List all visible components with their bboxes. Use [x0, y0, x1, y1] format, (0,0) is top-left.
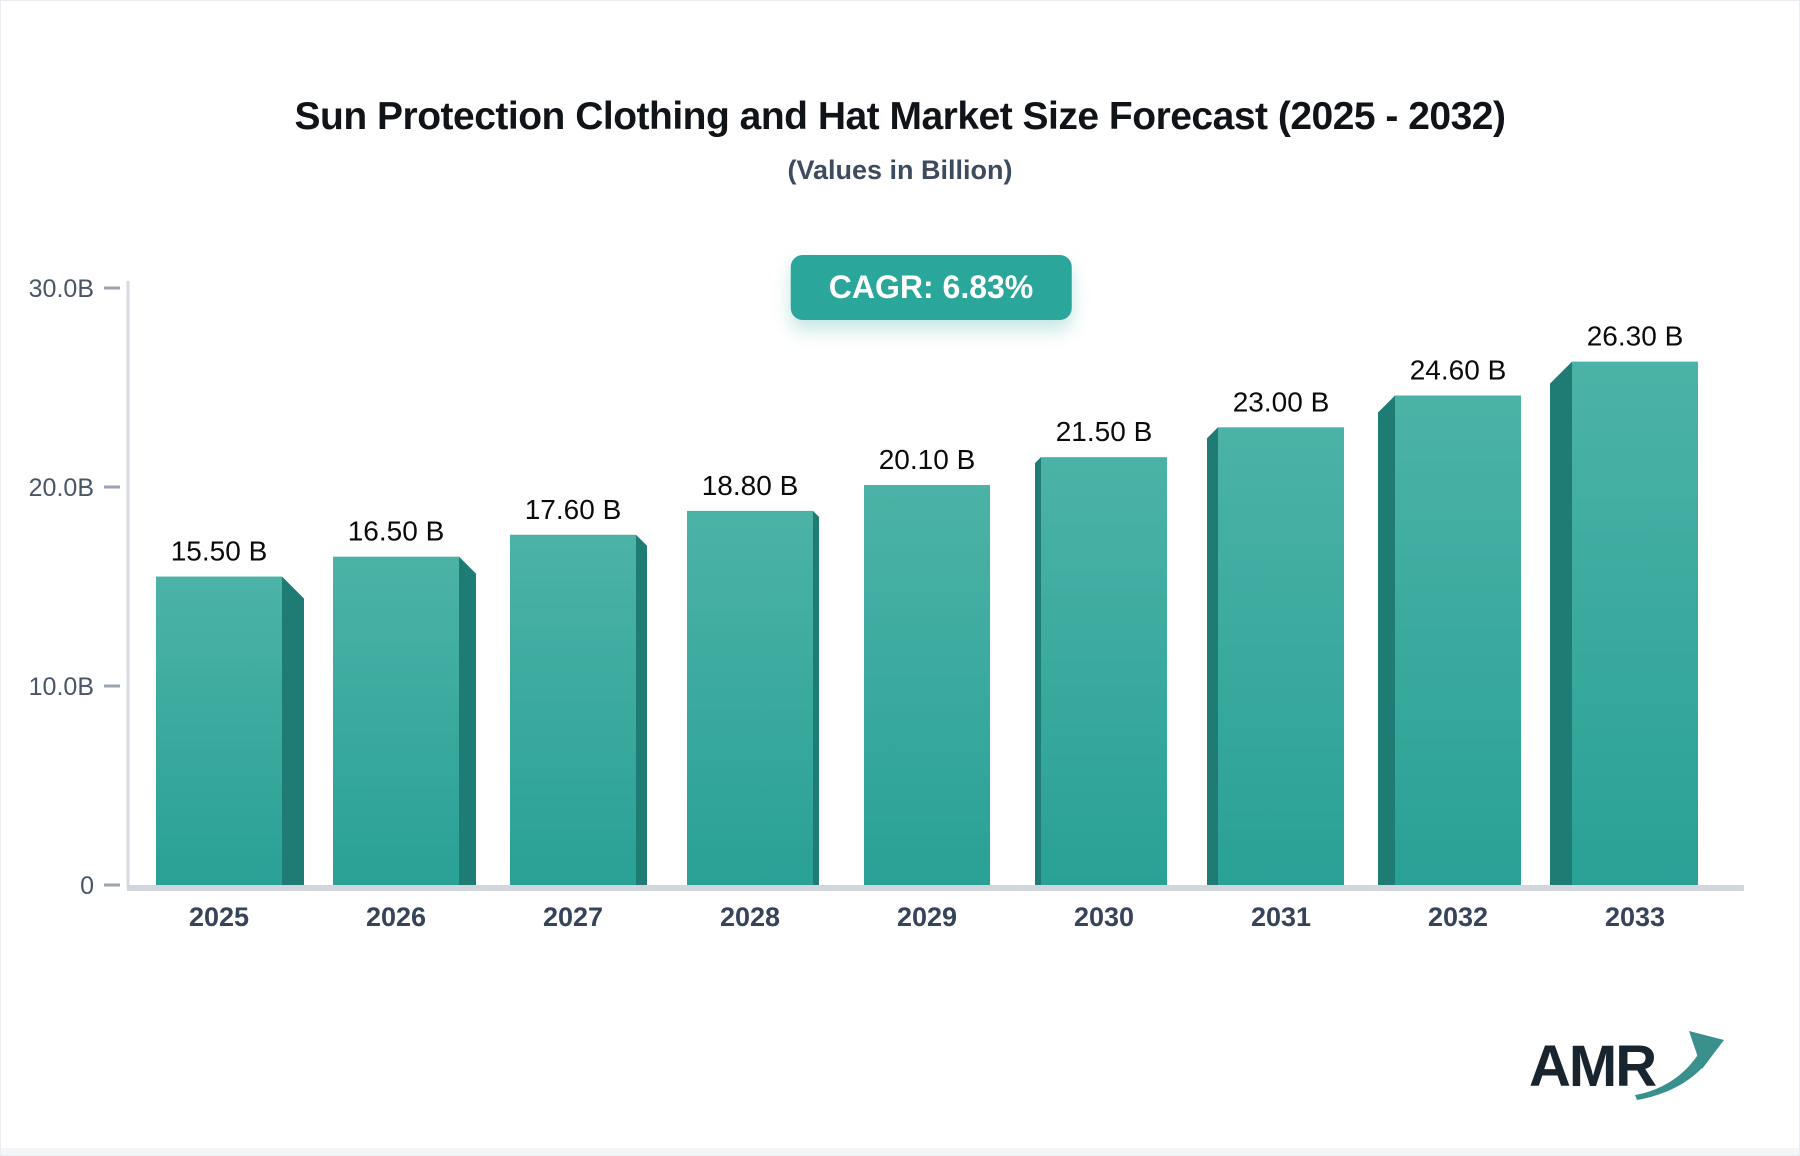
bar-value-label: 17.60 B: [525, 494, 622, 525]
bar-side-face: [282, 576, 304, 885]
bar-2030: 21.50 B 2030: [1035, 416, 1167, 932]
x-axis-label: 2029: [897, 902, 957, 932]
bar-front-face: [1572, 361, 1698, 885]
growth-arrow-icon: [1635, 1031, 1724, 1100]
bar-front-face: [1395, 395, 1521, 885]
bar-2031: 23.00 B 2031: [1207, 386, 1344, 932]
bar-front-face: [156, 576, 282, 885]
bar-front-face: [1218, 427, 1344, 885]
bar-value-label: 24.60 B: [1410, 354, 1507, 385]
bar-front-face: [687, 510, 813, 885]
bar-side-face: [1035, 457, 1041, 885]
bar-side-face: [636, 534, 647, 885]
x-axis-label: 2028: [720, 902, 780, 932]
bar-front-face: [510, 534, 636, 885]
bar-side-face: [1550, 361, 1572, 885]
x-axis-label: 2026: [366, 902, 426, 932]
bar-2026: 16.50 B 2026: [333, 516, 476, 932]
bar-2032: 24.60 B 2032: [1378, 354, 1521, 932]
cagr-badge: CAGR: 6.83%: [790, 255, 1072, 320]
x-axis-label: 2027: [543, 902, 603, 932]
chart-subtitle: (Values in Billion): [787, 155, 1013, 185]
y-tick-label: 0: [80, 872, 94, 900]
bar-2028: 18.80 B 2028: [687, 470, 819, 932]
bar-2027: 17.60 B 2027: [510, 494, 647, 932]
plot-area: 15.50 B 2025 16.50 B 2026 17.60 B 2027 18.80 B…: [156, 321, 1698, 932]
y-tick-label: 30.0B: [29, 275, 94, 303]
bar-value-label: 15.50 B: [171, 536, 268, 567]
bar-value-label: 16.50 B: [348, 516, 445, 547]
x-axis-label: 2033: [1605, 902, 1665, 932]
x-axis-label: 2031: [1251, 902, 1311, 932]
x-axis-label: 2025: [189, 902, 249, 932]
y-tick-label: 20.0B: [29, 474, 94, 502]
y-tick-label: 10.0B: [29, 673, 94, 701]
bar-front-face: [1041, 457, 1167, 885]
x-axis-label: 2032: [1428, 902, 1488, 932]
bar-value-label: 20.10 B: [879, 444, 976, 475]
bar-side-face: [1378, 395, 1395, 885]
x-axis-label: 2030: [1074, 902, 1134, 932]
chart-title: Sun Protection Clothing and Hat Market S…: [294, 95, 1506, 138]
bar-2029: 20.10 B 2029: [864, 444, 990, 932]
amr-logo: AMR: [1529, 1031, 1729, 1115]
bar-front-face: [333, 556, 459, 885]
chart-header: Sun Protection Clothing and Hat Market S…: [1, 95, 1799, 186]
bar-chart: 30.0B 20.0B 10.0B 0 15.50 B 2025 16.50 B 2026 17…: [29, 275, 1744, 932]
bar-value-label: 26.30 B: [1587, 321, 1684, 352]
bar-front-face: [864, 485, 990, 885]
bar-value-label: 23.00 B: [1233, 386, 1330, 417]
y-axis: 30.0B 20.0B 10.0B 0: [29, 275, 130, 900]
bar-2033: 26.30 B 2033: [1550, 321, 1698, 932]
bar-value-label: 18.80 B: [702, 470, 799, 501]
bar-value-label: 21.50 B: [1056, 416, 1153, 447]
amr-logo-text: AMR: [1529, 1034, 1657, 1099]
bar-side-face: [1207, 427, 1218, 885]
bar-2025: 15.50 B 2025: [156, 536, 304, 932]
bar-side-face: [813, 510, 819, 885]
bottom-strip: [1, 1148, 1799, 1155]
bar-side-face: [459, 556, 476, 885]
